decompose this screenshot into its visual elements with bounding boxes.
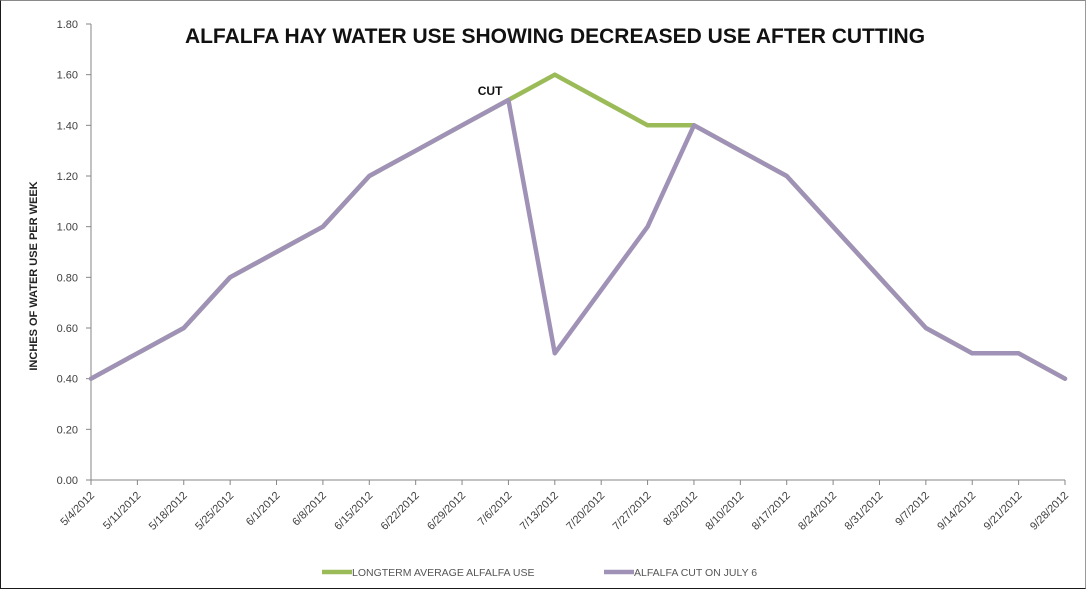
x-tick-label: 6/1/2012 xyxy=(244,490,283,529)
legend-label-1: ALFALFA CUT ON JULY 6 xyxy=(634,567,757,579)
x-tick-label: 9/7/2012 xyxy=(893,490,932,529)
y-tick-label: 0.20 xyxy=(57,424,78,436)
x-tick-label: 7/13/2012 xyxy=(518,490,561,533)
y-tick-label: 1.60 xyxy=(57,70,78,82)
y-tick-label: 1.20 xyxy=(57,171,78,183)
x-tick-label: 6/8/2012 xyxy=(290,490,329,529)
y-axis-ticks: 0.00 0.20 0.40 0.60 0.80 1.00 1.20 1.40 1.60 1.80 xyxy=(57,19,91,487)
legend: LONGTERM AVERAGE ALFALFA USE ALFALFA CUT … xyxy=(322,567,757,579)
x-tick-label: 8/3/2012 xyxy=(661,490,700,529)
chart-title: ALFALFA HAY WATER USE SHOWING DECREASED … xyxy=(185,25,925,48)
x-tick-label: 5/18/2012 xyxy=(147,490,190,533)
series-line-1 xyxy=(88,97,1068,381)
x-tick-label: 5/25/2012 xyxy=(193,490,236,533)
x-tick-label: 9/28/2012 xyxy=(1028,490,1071,533)
x-tick-label: 7/6/2012 xyxy=(476,490,515,529)
x-tick-label: 8/24/2012 xyxy=(796,490,839,533)
series-lines xyxy=(88,72,1068,381)
x-tick-label: 6/22/2012 xyxy=(379,490,422,533)
y-tick-label: 1.00 xyxy=(57,222,78,234)
y-tick-label: 0.00 xyxy=(57,475,78,487)
cut-annotation: CUT xyxy=(478,84,503,98)
y-tick-label: 0.40 xyxy=(57,374,78,386)
x-tick-label: 9/14/2012 xyxy=(935,490,978,533)
x-tick-label: 8/17/2012 xyxy=(750,490,793,533)
legend-label-0: LONGTERM AVERAGE ALFALFA USE xyxy=(352,567,534,579)
x-tick-label: 8/10/2012 xyxy=(703,490,746,533)
x-tick-label: 5/11/2012 xyxy=(101,490,144,533)
y-tick-label: 1.40 xyxy=(57,120,78,132)
x-tick-label: 7/27/2012 xyxy=(611,490,654,533)
x-tick-label: 5/4/2012 xyxy=(58,490,97,529)
x-axis-ticks: 5/4/2012 5/11/2012 5/18/2012 5/25/2012 6/1/2… xyxy=(58,480,1071,533)
y-tick-label: 0.60 xyxy=(57,323,78,335)
x-tick-label: 9/21/2012 xyxy=(982,490,1025,533)
y-tick-label: 1.80 xyxy=(57,19,78,31)
y-tick-label: 0.80 xyxy=(57,272,78,284)
y-axis-label: INCHES OF WATER USE PER WEEK xyxy=(28,181,40,370)
axes xyxy=(90,24,1065,481)
x-tick-label: 6/15/2012 xyxy=(332,490,375,533)
x-tick-label: 8/31/2012 xyxy=(843,490,886,533)
annotations: CUT xyxy=(478,84,503,98)
x-tick-label: 6/29/2012 xyxy=(425,490,468,533)
x-tick-label: 7/20/2012 xyxy=(564,490,607,533)
series-line-0 xyxy=(88,72,1068,381)
